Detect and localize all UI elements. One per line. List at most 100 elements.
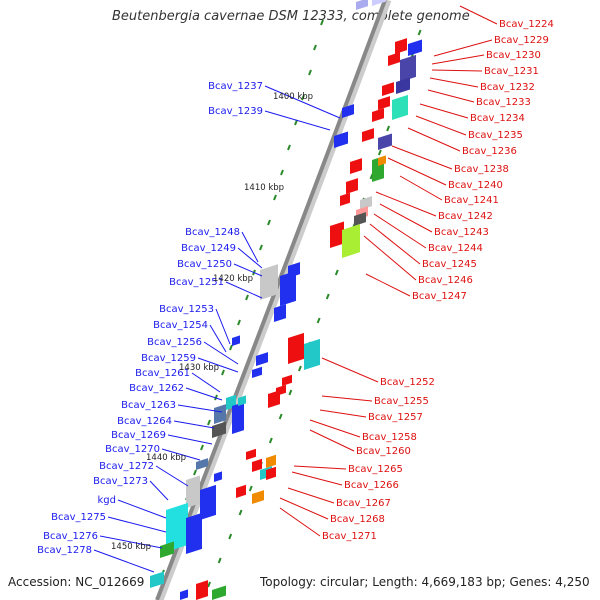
leader-line bbox=[459, 5, 498, 25]
gene-label-bcav_1264: Bcav_1264 bbox=[117, 416, 172, 427]
leader-line bbox=[379, 203, 433, 233]
gene-feature bbox=[280, 270, 296, 307]
gene-feature bbox=[350, 158, 362, 175]
leader-line bbox=[225, 281, 263, 299]
gene-label-bcav_1270: Bcav_1270 bbox=[105, 444, 160, 455]
gene-feature bbox=[372, 0, 386, 7]
leader-line bbox=[293, 465, 347, 470]
tick-mark bbox=[297, 365, 302, 372]
tick-mark bbox=[278, 413, 283, 420]
tick-mark bbox=[245, 294, 249, 301]
gene-label-bcav_1261: Bcav_1261 bbox=[135, 368, 190, 379]
leader-line bbox=[185, 387, 223, 401]
gene-feature bbox=[372, 108, 384, 123]
tick-mark bbox=[320, 19, 324, 26]
gene-feature bbox=[342, 224, 360, 259]
leader-line bbox=[99, 535, 163, 549]
tick-mark bbox=[334, 269, 339, 276]
leader-line bbox=[93, 549, 155, 573]
gene-label-bcav_1271: Bcav_1271 bbox=[322, 531, 377, 542]
leader-line bbox=[415, 115, 467, 136]
leader-line bbox=[279, 507, 321, 537]
gene-label-bcav_1250: Bcav_1250 bbox=[177, 259, 232, 270]
gene-label-bcav_1231: Bcav_1231 bbox=[484, 66, 539, 77]
leader-line bbox=[373, 213, 427, 249]
leader-line bbox=[191, 372, 221, 393]
gene-feature bbox=[238, 395, 246, 407]
leader-line bbox=[369, 223, 421, 265]
genome-summary-text: Topology: circular; Length: 4,669,183 bp… bbox=[260, 575, 590, 589]
leader-line bbox=[279, 497, 329, 520]
gene-label-bcav_1268: Bcav_1268 bbox=[330, 514, 385, 525]
leader-line bbox=[363, 235, 417, 281]
leader-line bbox=[321, 395, 373, 402]
gene-feature bbox=[356, 0, 368, 11]
tick-mark bbox=[325, 293, 330, 300]
leader-lines bbox=[93, 5, 498, 573]
kbp-marker: 1400 kbp bbox=[273, 92, 313, 102]
tick-mark bbox=[316, 317, 321, 324]
gene-label-bcav_1238: Bcav_1238 bbox=[454, 164, 509, 175]
gene-label-bcav_1253: Bcav_1253 bbox=[159, 304, 214, 315]
gene-label-bcav_1233: Bcav_1233 bbox=[476, 97, 531, 108]
kbp-marker: 1440 kbp bbox=[146, 453, 186, 463]
leader-line bbox=[197, 357, 239, 373]
gene-feature bbox=[396, 77, 410, 95]
gene-feature bbox=[252, 366, 262, 379]
gene-feature bbox=[378, 96, 390, 111]
leader-line bbox=[233, 263, 263, 277]
gene-feature bbox=[266, 454, 276, 469]
leader-line bbox=[177, 404, 223, 413]
gene-label-bcav_1247: Bcav_1247 bbox=[412, 291, 467, 302]
leader-line bbox=[429, 77, 479, 88]
gene-feature bbox=[382, 82, 394, 97]
gene-label-bcav_1236: Bcav_1236 bbox=[462, 146, 517, 157]
gene-label-bcav_1256: Bcav_1256 bbox=[147, 337, 202, 348]
gene-label-bcav_1262: Bcav_1262 bbox=[129, 383, 184, 394]
tick-mark bbox=[228, 533, 233, 540]
gene-feature bbox=[212, 421, 226, 439]
gene-label-bcav_1232: Bcav_1232 bbox=[480, 82, 535, 93]
gene-feature bbox=[378, 155, 386, 167]
gene-feature bbox=[392, 94, 408, 121]
gene-label-bcav_1235: Bcav_1235 bbox=[468, 130, 523, 141]
gene-feature bbox=[186, 512, 202, 555]
gene-label-bcav_1260: Bcav_1260 bbox=[356, 446, 411, 457]
tick-mark bbox=[313, 44, 317, 51]
leader-line bbox=[241, 231, 259, 263]
gene-label-bcav_1275: Bcav_1275 bbox=[51, 512, 106, 523]
gene-label-bcav_1276: Bcav_1276 bbox=[43, 531, 98, 542]
gene-feature bbox=[236, 484, 246, 499]
gene-feature bbox=[342, 104, 354, 119]
leader-line bbox=[173, 420, 215, 429]
leader-line bbox=[209, 324, 227, 353]
gene-feature bbox=[346, 178, 358, 195]
gene-feature bbox=[274, 304, 286, 323]
gene-label-bcav_1254: Bcav_1254 bbox=[153, 320, 208, 331]
gene-feature bbox=[196, 458, 208, 471]
tick-mark bbox=[280, 169, 284, 176]
gene-feature bbox=[256, 352, 268, 367]
gene-label-bcav_1266: Bcav_1266 bbox=[344, 480, 399, 491]
leader-line bbox=[433, 39, 493, 57]
leader-line bbox=[237, 247, 263, 269]
leader-line bbox=[427, 89, 475, 103]
leader-line bbox=[291, 471, 343, 486]
leader-line bbox=[387, 157, 447, 186]
tick-mark bbox=[207, 419, 211, 426]
gene-label-bcav_1246: Bcav_1246 bbox=[418, 275, 473, 286]
tick-mark bbox=[268, 437, 273, 444]
gene-features bbox=[150, 0, 422, 600]
gene-label-bcav_1242: Bcav_1242 bbox=[438, 211, 493, 222]
gene-feature bbox=[212, 585, 226, 600]
gene-feature bbox=[150, 571, 164, 589]
gene-label-bcav_1229: Bcav_1229 bbox=[494, 35, 549, 46]
gene-feature bbox=[304, 338, 320, 371]
kbp-marker: 1450 kbp bbox=[111, 542, 151, 552]
gene-labels: Bcav_1237 Bcav_1239 Bcav_1248 Bcav_1249 Bcav… bbox=[37, 19, 554, 556]
leader-line bbox=[264, 85, 341, 119]
gene-feature bbox=[288, 332, 304, 365]
gene-feature bbox=[214, 404, 226, 425]
